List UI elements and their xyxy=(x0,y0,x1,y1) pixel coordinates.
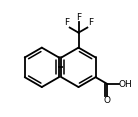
Text: OH: OH xyxy=(119,80,133,88)
Text: F: F xyxy=(88,18,93,27)
Text: F: F xyxy=(64,18,69,27)
Text: O: O xyxy=(104,96,111,105)
Text: F: F xyxy=(76,13,81,22)
